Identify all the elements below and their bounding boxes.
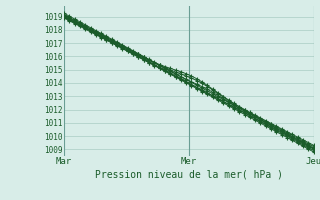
X-axis label: Pression niveau de la mer( hPa ): Pression niveau de la mer( hPa ) — [95, 169, 283, 179]
